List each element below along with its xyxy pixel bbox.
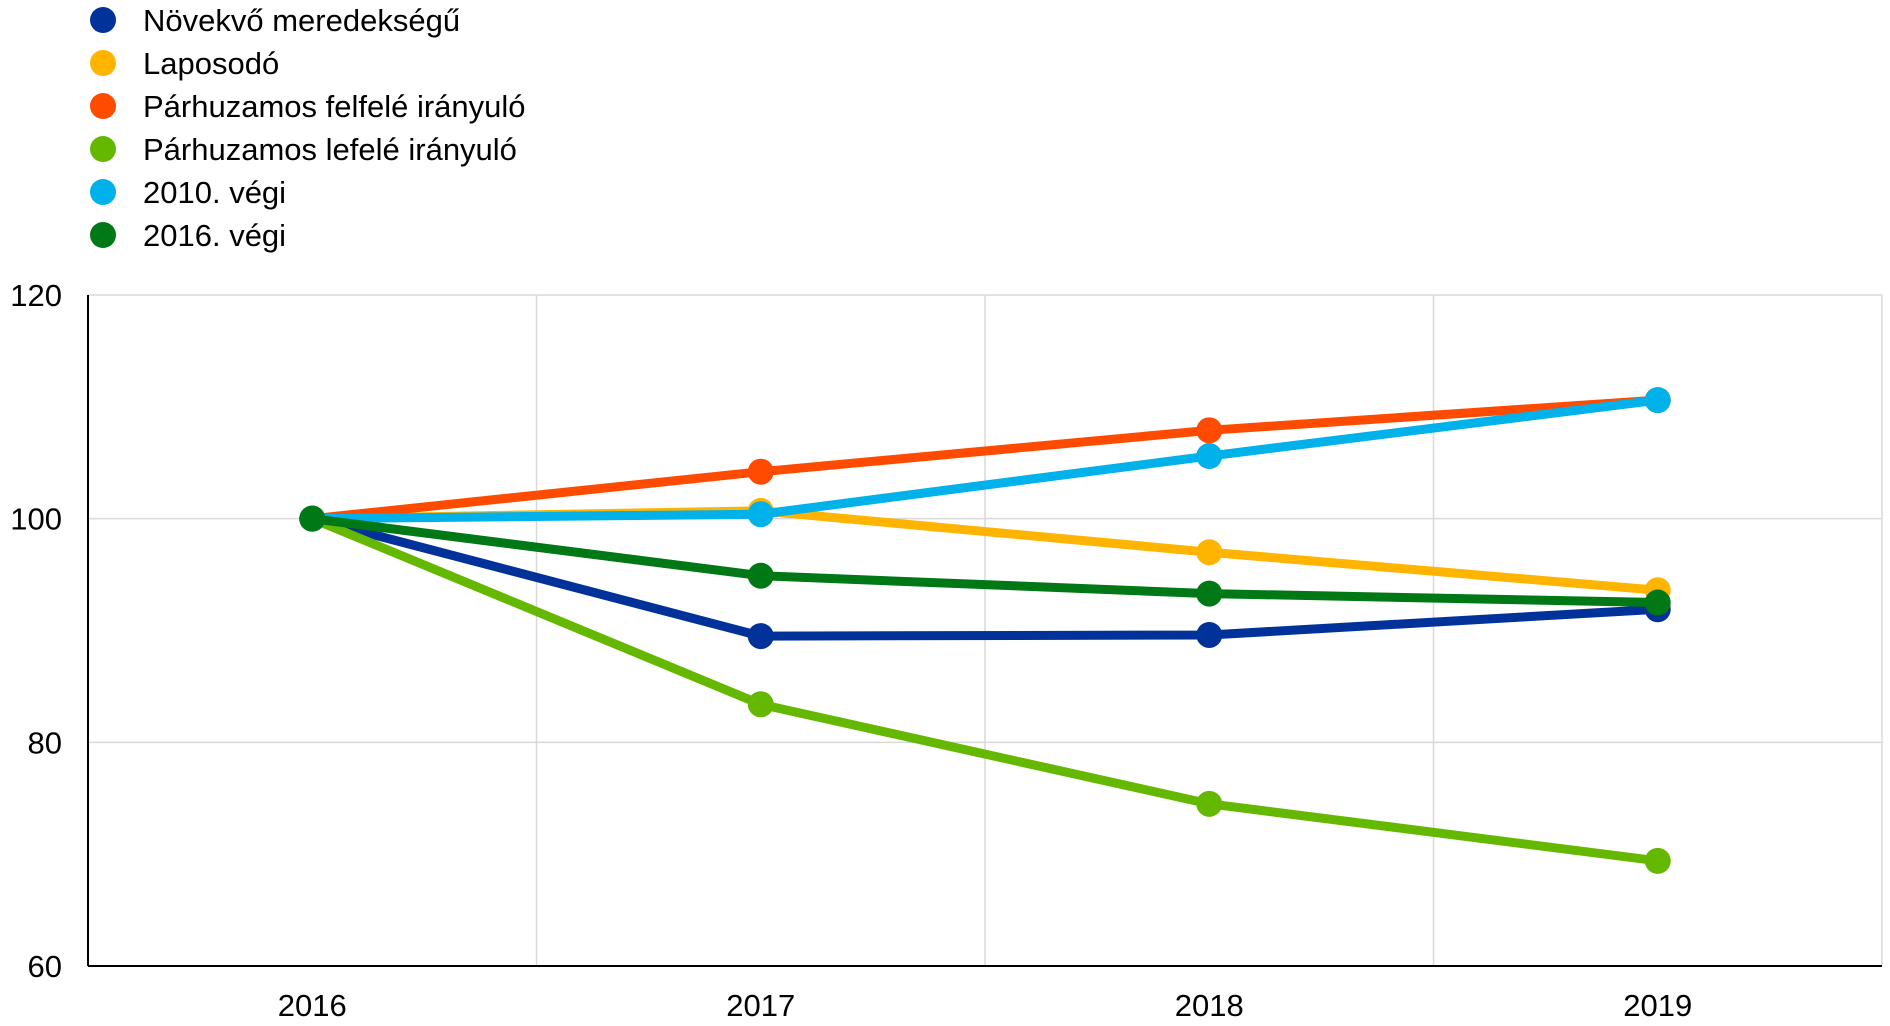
legend-item: 2010. végi	[90, 175, 286, 210]
data-point	[747, 691, 774, 718]
data-point	[1196, 539, 1223, 566]
y-tick-label: 80	[28, 725, 62, 760]
y-tick-label: 60	[28, 949, 62, 984]
axes	[87, 295, 1882, 967]
legend-label: Párhuzamos felfelé irányuló	[143, 89, 526, 124]
data-point	[747, 501, 774, 528]
legend-marker	[90, 50, 116, 76]
series-line	[307, 514, 1663, 866]
series-5	[299, 505, 1671, 616]
x-tick-label: 2017	[726, 988, 795, 1023]
legend-marker	[90, 93, 116, 119]
series-line	[307, 514, 1663, 641]
data-point	[1644, 387, 1671, 414]
legend: Növekvő meredekségű Laposodó Párhuzamos fe…	[90, 3, 526, 253]
y-tick-label: 100	[10, 502, 62, 537]
data-point	[747, 562, 774, 589]
data-point	[299, 505, 326, 532]
y-tick-label: 120	[10, 278, 62, 313]
legend-marker	[90, 179, 116, 205]
series-lines	[299, 387, 1671, 874]
legend-item: 2016. végi	[90, 218, 286, 253]
tick-labels: 60 80 100 120 2016 2017 2018 2019	[10, 278, 1692, 1023]
legend-label: Párhuzamos lefelé irányuló	[143, 132, 517, 167]
series-line	[307, 395, 1663, 524]
legend-item: Növekvő meredekségű	[90, 3, 460, 38]
legend-label: Laposodó	[143, 46, 279, 81]
data-point	[1196, 443, 1223, 470]
legend-marker	[90, 7, 116, 33]
x-tick-label: 2018	[1175, 988, 1244, 1023]
gridlines	[88, 294, 1883, 966]
x-tick-label: 2019	[1623, 988, 1692, 1023]
legend-label: 2010. végi	[143, 175, 286, 210]
legend-label: 2016. végi	[143, 218, 286, 253]
legend-item: Párhuzamos lefelé irányuló	[90, 132, 517, 167]
legend-marker	[90, 222, 116, 248]
series-line	[307, 514, 1663, 608]
series-line	[307, 395, 1663, 524]
data-point	[747, 458, 774, 485]
data-point	[1196, 621, 1223, 648]
legend-label: Növekvő meredekségű	[143, 3, 460, 38]
legend-item: Laposodó	[90, 46, 279, 81]
x-tick-label: 2016	[278, 988, 347, 1023]
data-point	[1196, 417, 1223, 444]
data-point	[1644, 589, 1671, 616]
legend-marker	[90, 136, 116, 162]
data-point	[1644, 847, 1671, 874]
data-point	[1196, 580, 1223, 607]
legend-item: Párhuzamos felfelé irányuló	[90, 89, 526, 124]
data-point	[1196, 790, 1223, 817]
data-point	[747, 623, 774, 650]
